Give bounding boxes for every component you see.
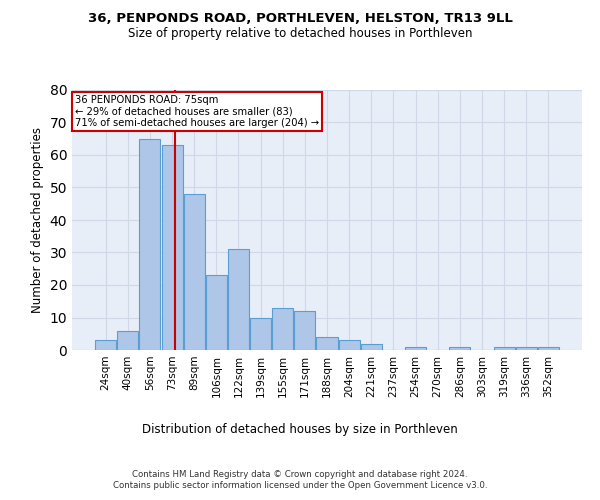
Text: 36 PENPONDS ROAD: 75sqm
← 29% of detached houses are smaller (83)
71% of semi-de: 36 PENPONDS ROAD: 75sqm ← 29% of detache… [74, 95, 319, 128]
Bar [228, 249, 249, 350]
Bar [184, 194, 205, 350]
Bar [361, 344, 382, 350]
Bar [538, 347, 559, 350]
Bar [405, 347, 426, 350]
Bar [338, 340, 359, 350]
Text: 36, PENPONDS ROAD, PORTHLEVEN, HELSTON, TR13 9LL: 36, PENPONDS ROAD, PORTHLEVEN, HELSTON, … [88, 12, 512, 26]
Bar [449, 347, 470, 350]
Bar [515, 347, 536, 350]
Bar [118, 330, 139, 350]
Bar [295, 311, 316, 350]
Bar [95, 340, 116, 350]
Text: Contains HM Land Registry data © Crown copyright and database right 2024.: Contains HM Land Registry data © Crown c… [132, 470, 468, 479]
Bar [250, 318, 271, 350]
Bar [139, 138, 160, 350]
Text: Distribution of detached houses by size in Porthleven: Distribution of detached houses by size … [142, 422, 458, 436]
Bar [316, 337, 338, 350]
Bar [272, 308, 293, 350]
Y-axis label: Number of detached properties: Number of detached properties [31, 127, 44, 313]
Bar [494, 347, 515, 350]
Bar [206, 275, 227, 350]
Text: Size of property relative to detached houses in Porthleven: Size of property relative to detached ho… [128, 28, 472, 40]
Text: Contains public sector information licensed under the Open Government Licence v3: Contains public sector information licen… [113, 481, 487, 490]
Bar [161, 145, 182, 350]
